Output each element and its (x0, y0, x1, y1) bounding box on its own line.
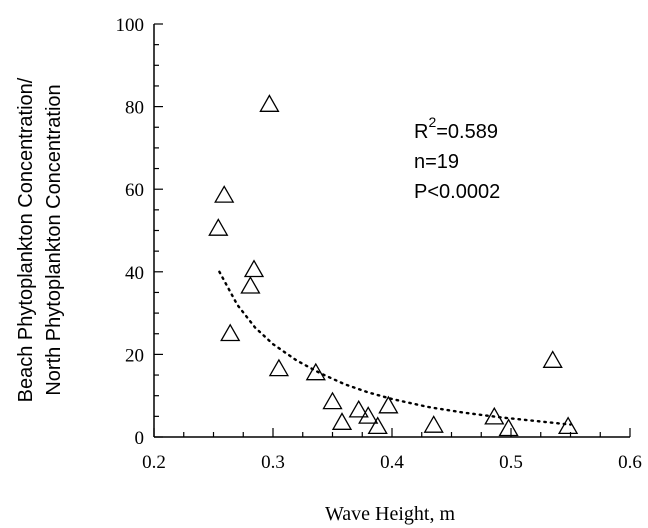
data-point-triangle (557, 416, 579, 435)
y-tick-label: 40 (125, 263, 144, 284)
data-point-triangle (358, 406, 379, 424)
y-axis-title-line-1: Beach Phytoplankton Concentration/ (15, 77, 37, 402)
y-tick-label: 20 (125, 345, 144, 366)
data-points (208, 94, 579, 437)
data-point-triangle (259, 94, 280, 112)
y-tick-label: 60 (125, 180, 144, 201)
stats-annotation: R2=0.589 n=19 P<0.0002 (414, 114, 500, 203)
axes: 0 20 40 60 80 100 0.2 0.3 0.4 0.5 0.6 (116, 15, 642, 473)
data-point-triangle (268, 358, 290, 377)
data-point-triangle (378, 395, 399, 414)
x-tick-label: 0.4 (380, 452, 404, 473)
y-tick-label: 80 (125, 98, 144, 119)
y-axis-title-line-2: North Phytoplankton Concentration (43, 84, 65, 395)
r-squared-prefix: R (414, 121, 428, 143)
data-point-triangle (542, 350, 563, 368)
data-point-triangle (243, 259, 265, 278)
r-squared-value: =0.589 (436, 121, 498, 143)
data-point-triangle (423, 415, 444, 433)
x-tick-label: 0.5 (499, 452, 523, 473)
y-tick-label: 100 (116, 15, 145, 36)
p-label: P<0.0002 (414, 181, 500, 203)
data-point-triangle (214, 185, 235, 203)
x-tick-label: 0.6 (618, 452, 642, 473)
x-tick-label: 0.2 (142, 452, 166, 473)
fit-curve (218, 270, 572, 426)
n-label: n=19 (414, 151, 459, 173)
r-squared-superscript: 2 (428, 114, 436, 130)
data-point-triangle (484, 406, 505, 425)
data-point-triangle (367, 416, 388, 435)
data-point-triangle (348, 399, 369, 418)
r-squared-label: R2=0.589 (414, 114, 498, 143)
x-tick-label: 0.3 (261, 452, 285, 473)
fit-curve-group (218, 270, 572, 426)
data-point-triangle (220, 323, 241, 342)
data-point-triangle (331, 412, 353, 430)
data-point-triangle (305, 362, 326, 381)
data-point-triangle (322, 391, 343, 410)
x-axis-title: Wave Height, m (325, 503, 455, 525)
y-axis-title: Beach Phytoplankton Concentration/ North… (15, 77, 65, 402)
data-point-triangle (208, 218, 229, 236)
data-point-triangle (240, 275, 261, 294)
y-tick-label: 0 (135, 428, 145, 449)
data-point-triangle (498, 418, 519, 437)
